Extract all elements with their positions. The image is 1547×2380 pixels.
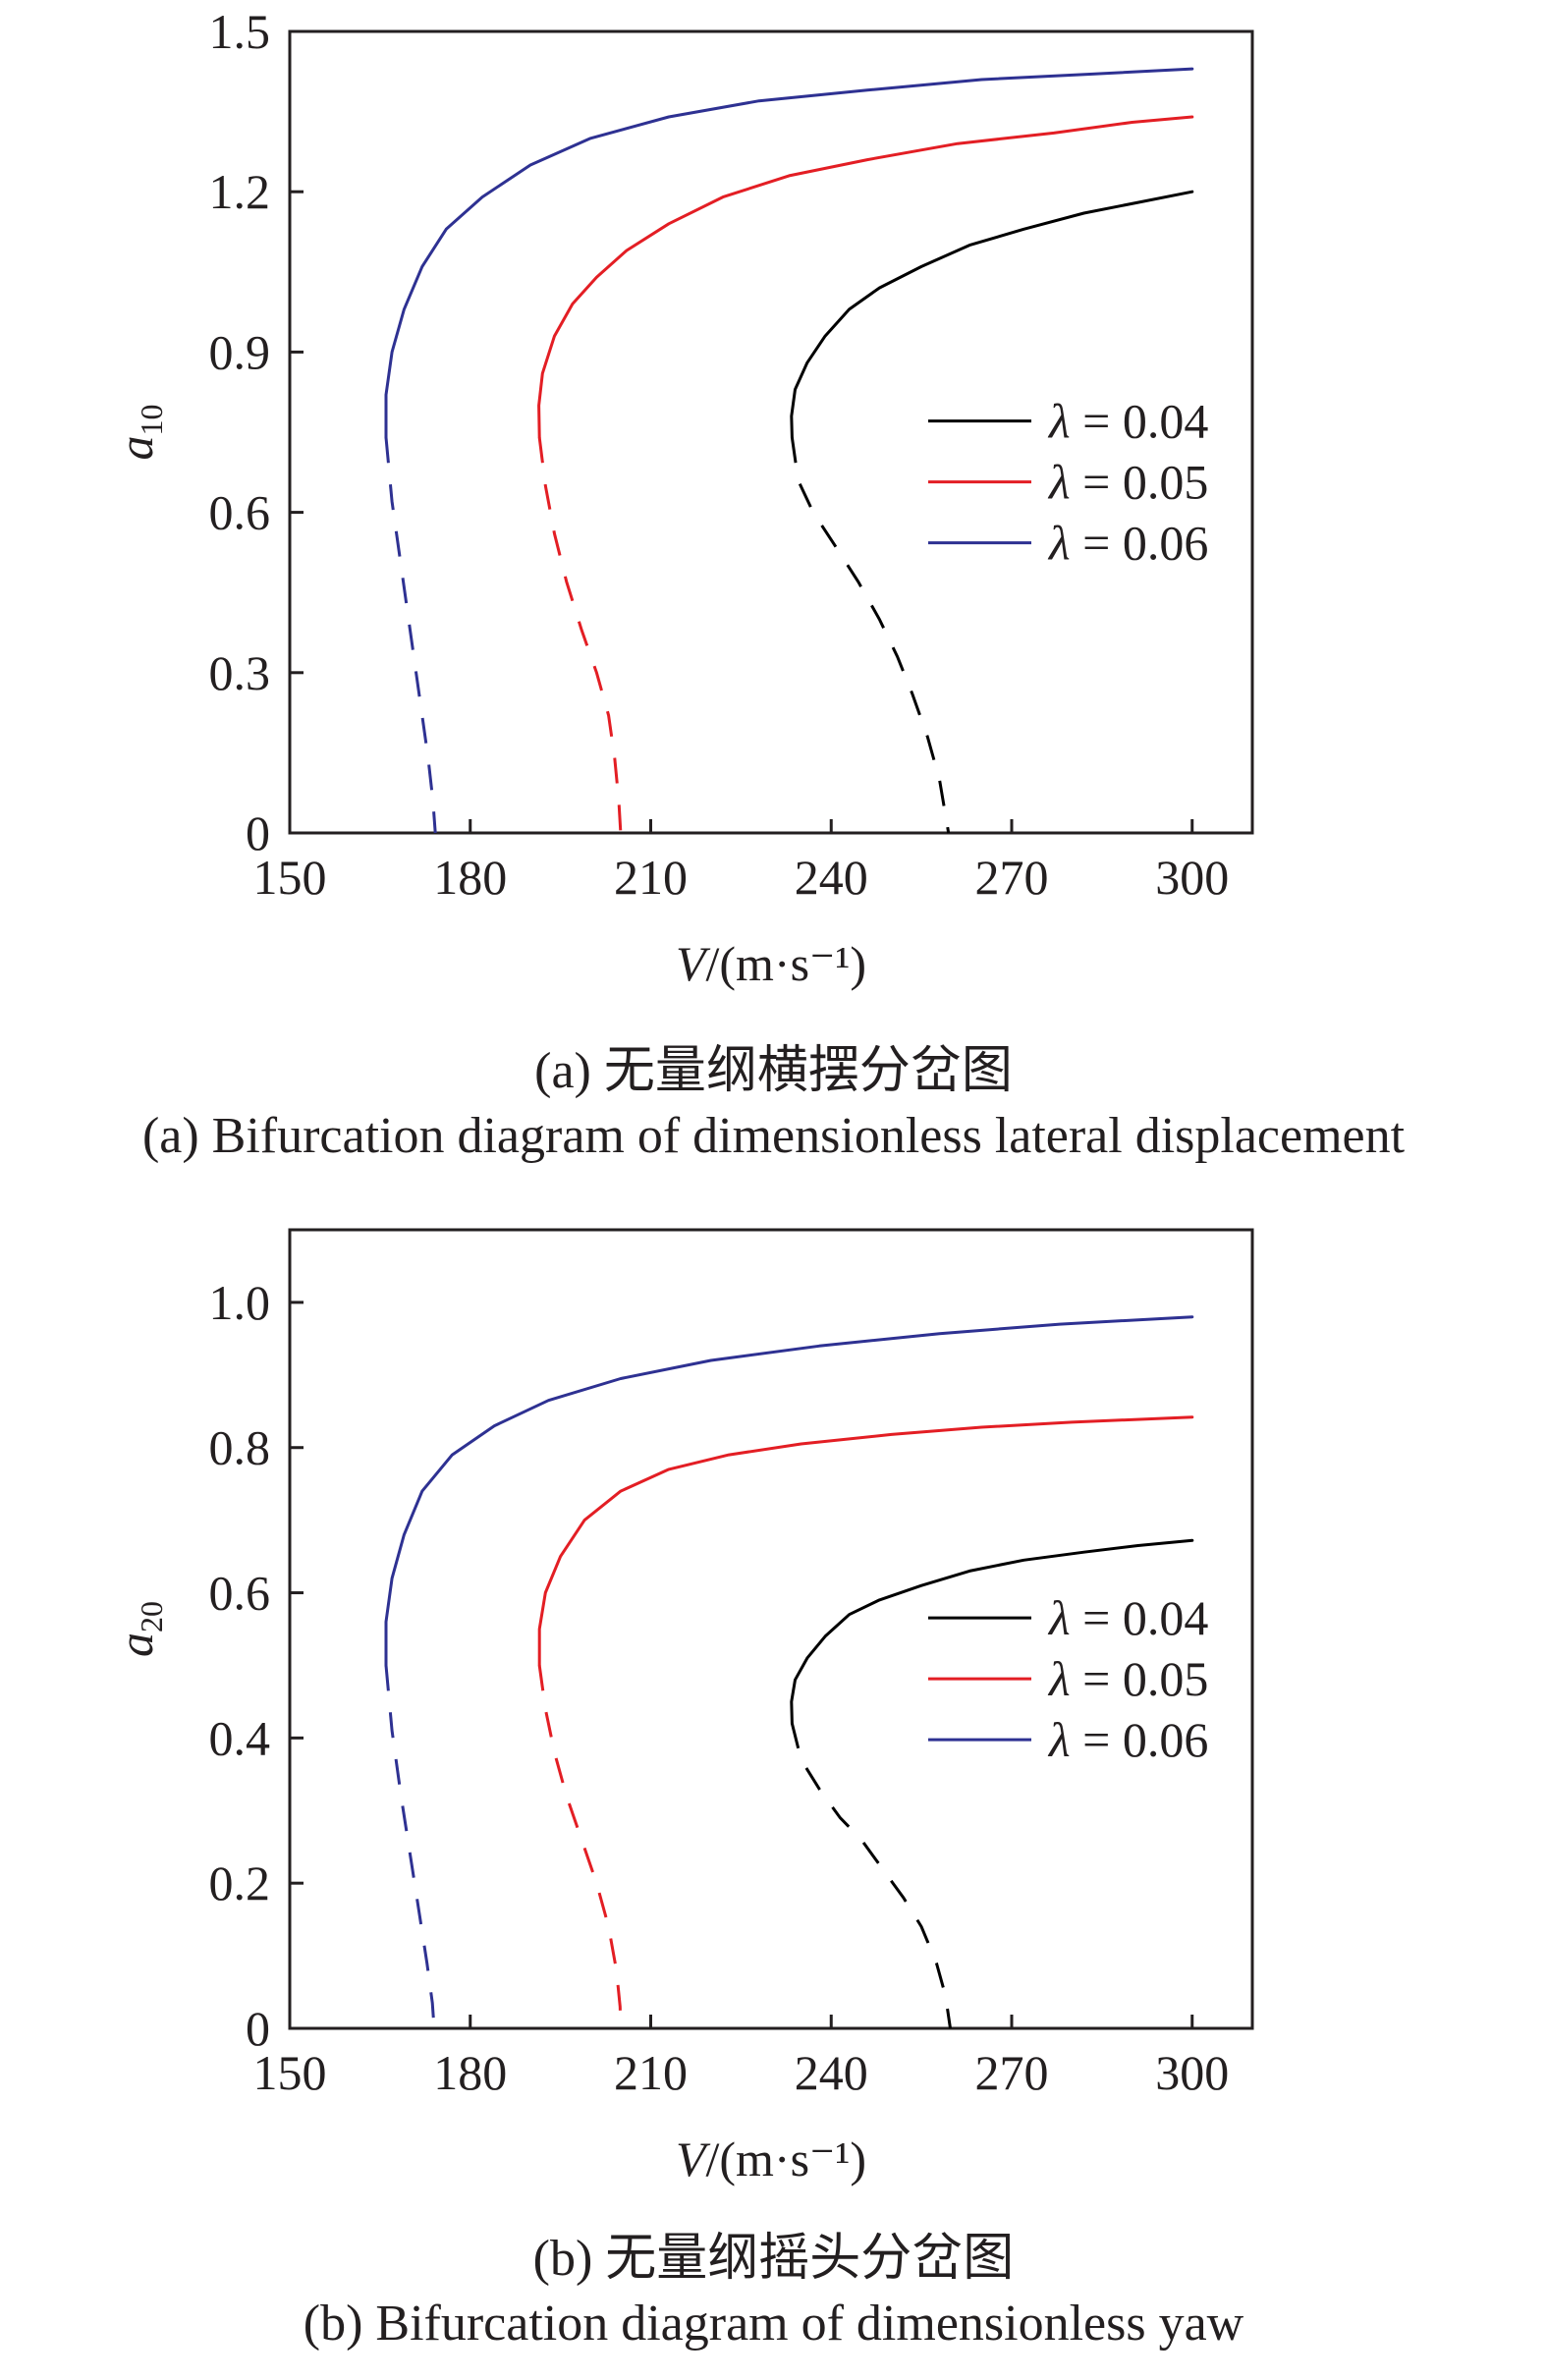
x-tick-label: 270 — [975, 2045, 1049, 2100]
series-0-stable-line — [790, 190, 1194, 439]
x-tick-label: 150 — [253, 2045, 327, 2100]
legend-label-0: λ = 0.04 — [1047, 394, 1208, 449]
legend-label-2: λ = 0.06 — [1047, 1712, 1208, 1767]
series-0-unstable-line — [790, 1723, 952, 2029]
y-tick-label: 0.4 — [209, 1710, 271, 1765]
series-2-stable-line — [384, 67, 1194, 439]
series-1-unstable-line — [537, 1665, 623, 2029]
series-2-stable-line — [384, 1315, 1194, 1667]
x-axis-label: V/(m·s⁻¹) — [676, 2131, 866, 2186]
legend-label-2: λ = 0.06 — [1047, 516, 1208, 571]
series-2-unstable-line — [384, 437, 437, 834]
chart-b: 150 180 210 240 270 300 0 0.2 0.4 0.6 0.8 1.0 V/(m·s… — [108, 1228, 1254, 2186]
panel-a: 150 180 210 240 270 300 0 0.3 0.6 0.9 1.2 1.5 V/(m·s… — [0, 0, 1547, 1179]
y-tick-label: 0.6 — [209, 485, 271, 540]
y-tick-label: 0.9 — [209, 324, 271, 379]
caption-b-english: (b) Bifurcation diagram of dimensionless… — [303, 2296, 1244, 2352]
y-axis-label: a10 — [108, 405, 169, 461]
series-1-stable-line — [537, 115, 1194, 439]
x-tick-label: 210 — [614, 2045, 688, 2100]
y-tick-label: 0 — [246, 805, 270, 860]
caption-a-chinese: (a) 无量纲横摆分岔图 — [534, 1043, 1013, 1099]
x-tick-label: 240 — [795, 850, 868, 905]
x-tick-label: 210 — [614, 850, 688, 905]
series-1-unstable-line — [537, 437, 623, 834]
series-2-unstable-line — [384, 1665, 436, 2029]
series-0-stable-line — [790, 1538, 1194, 1726]
legend-label-1: λ = 0.05 — [1047, 1651, 1208, 1706]
series-0-unstable-line — [790, 437, 951, 834]
x-tick-label: 240 — [795, 2045, 868, 2100]
chart-a: 150 180 210 240 270 300 0 0.3 0.6 0.9 1.2 1.5 V/(m·s… — [108, 4, 1254, 991]
y-tick-label: 0.6 — [209, 1566, 271, 1621]
legend-label-0: λ = 0.04 — [1047, 1590, 1208, 1645]
x-tick-label: 180 — [433, 850, 507, 905]
panel-b: 150 180 210 240 270 300 0 0.2 0.4 0.6 0.8 1.0 V/(m·s… — [0, 1179, 1547, 2380]
y-tick-label: 0.2 — [209, 1855, 271, 1910]
plot-frame — [288, 1228, 1254, 2030]
x-tick-label: 180 — [433, 2045, 507, 2100]
y-tick-label: 0 — [246, 2001, 270, 2056]
y-tick-label: 0.3 — [209, 645, 271, 700]
x-tick-label: 270 — [975, 850, 1049, 905]
caption-a-english: (a) Bifurcation diagram of dimensionless… — [141, 1108, 1406, 1164]
x-tick-label: 300 — [1155, 2045, 1229, 2100]
plot-frame — [288, 29, 1254, 835]
legend-label-1: λ = 0.05 — [1047, 455, 1208, 510]
y-tick-label: 0.8 — [209, 1420, 271, 1475]
y-tick-label: 1.5 — [209, 4, 271, 59]
y-tick-label: 1.2 — [209, 164, 271, 219]
x-tick-label: 150 — [253, 850, 327, 905]
y-tick-label: 1.0 — [209, 1275, 271, 1330]
x-tick-label: 300 — [1155, 850, 1229, 905]
y-axis-label: a20 — [108, 1601, 169, 1657]
series-1-stable-line — [537, 1415, 1194, 1667]
x-axis-label: V/(m·s⁻¹) — [676, 936, 866, 991]
caption-b-chinese: (b) 无量纲摇头分岔图 — [532, 2231, 1015, 2287]
